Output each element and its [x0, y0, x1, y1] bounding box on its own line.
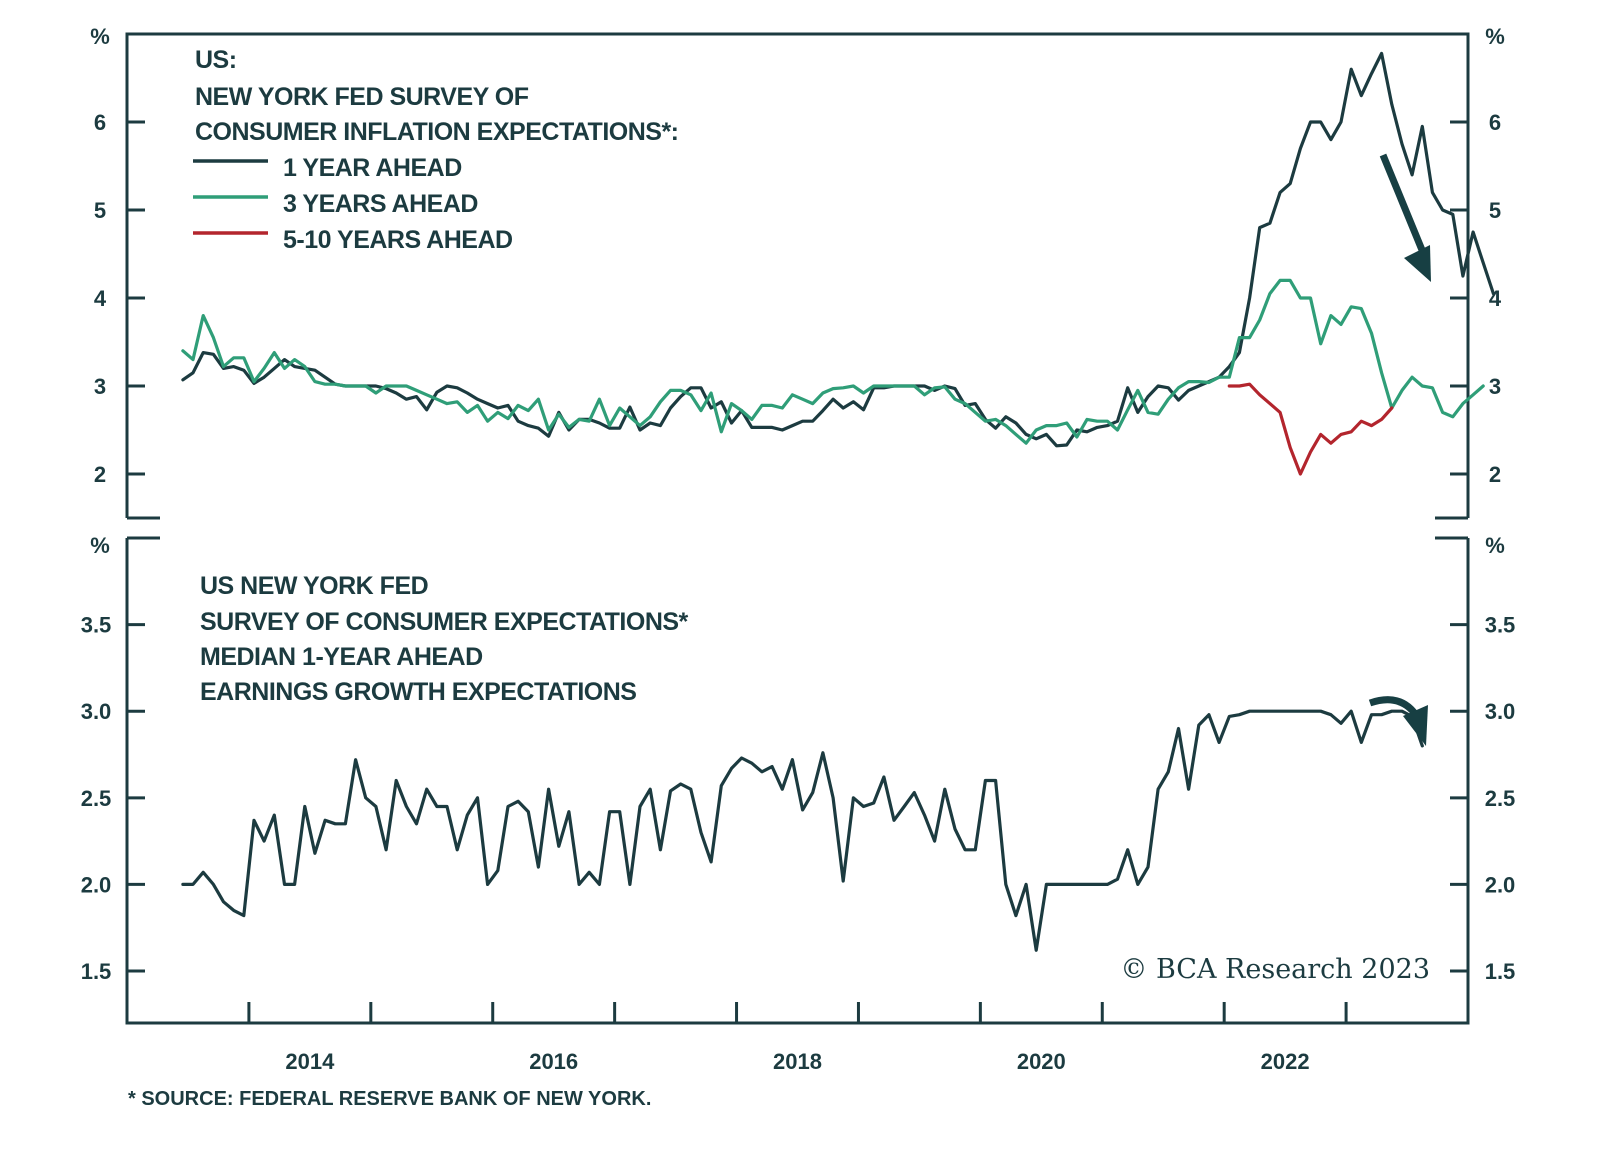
down-arrow-icon	[1379, 153, 1431, 282]
top-left-unit-label: %	[90, 24, 110, 49]
bottom-median-1-year-ahead-earnings-growth-expectations-line	[181, 709, 1424, 952]
x-tick-label: 2014	[285, 1049, 335, 1074]
top-left-ytick-label: 3	[94, 374, 106, 399]
x-tick-label: 2022	[1261, 1049, 1310, 1074]
top-title-line-1: US:	[195, 46, 237, 74]
bottom-right-unit-label: %	[1485, 533, 1505, 558]
x-tick-label: 2016	[529, 1049, 578, 1074]
bottom-left-ytick-label: 3.5	[81, 613, 112, 638]
top-right-unit-label: %	[1485, 24, 1505, 49]
bottom-right-ytick-label: 2.0	[1485, 872, 1516, 897]
top-panel-title: US: NEW YORK FED SURVEY OF CONSUMER INFL…	[195, 46, 679, 146]
bottom-right-ytick-label: 3.5	[1485, 613, 1516, 638]
bottom-title-line-4: EARNINGS GROWTH EXPECTATIONS	[200, 678, 636, 706]
top-right-ytick-label: 2	[1489, 462, 1501, 487]
top-right-ytick-label: 6	[1489, 110, 1501, 135]
top-title-line-2: NEW YORK FED SURVEY OF	[195, 83, 529, 111]
bottom-title-line-2: SURVEY OF CONSUMER EXPECTATIONS*	[200, 608, 689, 636]
top-left-ytick-label: 5	[94, 198, 106, 223]
bottom-y-axis-ticks: 1.5 1.5 2.0 2.0 2.5 2.5 3.0 3.0 3.5 3.5	[81, 613, 1516, 984]
bottom-right-ytick-label: 1.5	[1485, 959, 1516, 984]
top-panel-frame	[125, 32, 1470, 518]
bottom-panel-frame	[125, 538, 1470, 1025]
top-panel: % % 2 23 34 45 56 6 US: NEW YORK FED SURVEY O…	[90, 24, 1505, 520]
top-left-ytick-label: 2	[94, 462, 106, 487]
top-series-group	[181, 51, 1496, 476]
bottom-left-ytick-label: 2.5	[81, 786, 112, 811]
top-3-years-ahead-line	[181, 278, 1485, 445]
legend: 1 YEAR AHEAD 3 YEARS AHEAD 5-10 YEARS AH…	[193, 154, 513, 254]
copyright-label: © BCA Research 2023	[1120, 954, 1430, 985]
top-left-ytick-label: 4	[94, 286, 107, 311]
bottom-panel-title: US NEW YORK FED SURVEY OF CONSUMER EXPEC…	[200, 572, 689, 706]
bottom-panel: % % 1.5 1.52.0 2.02.5 2.53.0 3.03.5 3.5 2014 2…	[81, 533, 1516, 1074]
source-footnote: * SOURCE: FEDERAL RESERVE BANK OF NEW YO…	[128, 1088, 651, 1110]
bottom-left-ytick-label: 2.0	[81, 872, 112, 897]
bottom-left-ytick-label: 3.0	[81, 699, 112, 724]
top-right-ytick-label: 5	[1489, 198, 1501, 223]
x-tick-label: 2018	[773, 1049, 822, 1074]
top-right-ytick-label: 3	[1489, 374, 1501, 399]
bottom-title-line-1: US NEW YORK FED	[200, 572, 428, 600]
top-left-ytick-label: 6	[94, 110, 106, 135]
curved-down-arrow-icon	[1368, 696, 1428, 746]
top-title-line-3: CONSUMER INFLATION EXPECTATIONS*:	[195, 118, 679, 146]
bottom-left-ytick-label: 1.5	[81, 959, 112, 984]
legend-label-3yr: 3 YEARS AHEAD	[283, 190, 478, 218]
top-y-axis-ticks: 2 23 34 45 56 6	[94, 110, 1502, 487]
x-tick-label: 2020	[1017, 1049, 1066, 1074]
bottom-series-group	[181, 709, 1424, 952]
bottom-right-ytick-label: 2.5	[1485, 786, 1516, 811]
bottom-left-unit-label: %	[90, 533, 110, 558]
x-axis-ticks: 2014 2016 2018 2020 2022	[247, 1002, 1348, 1074]
legend-label-5-10yr: 5-10 YEARS AHEAD	[283, 226, 513, 254]
top-5-10-years-ahead-line	[1227, 382, 1394, 476]
legend-label-1yr: 1 YEAR AHEAD	[283, 154, 462, 182]
bottom-right-ytick-label: 3.0	[1485, 699, 1516, 724]
bottom-title-line-3: MEDIAN 1-YEAR AHEAD	[200, 643, 483, 671]
top-1-year-ahead-line	[181, 51, 1496, 448]
